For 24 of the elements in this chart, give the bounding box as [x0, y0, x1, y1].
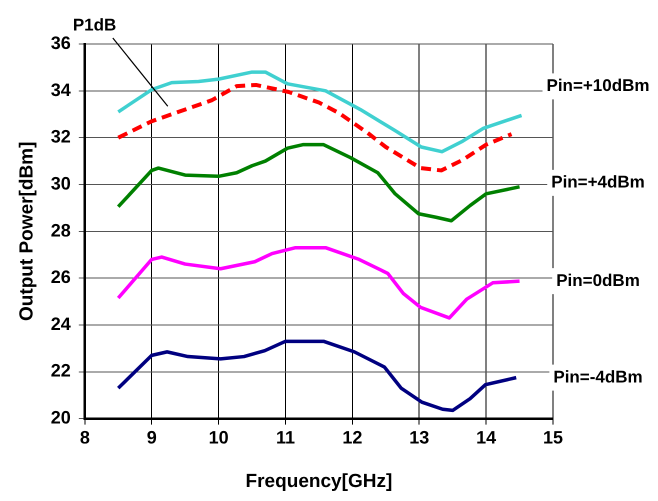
- y-tick-label: 20: [50, 408, 71, 428]
- x-tick-label: 8: [80, 427, 90, 448]
- y-tick-label: 28: [50, 220, 71, 240]
- series-label: Pin=+10dBm: [546, 76, 650, 96]
- y-tick-label: 26: [50, 267, 71, 288]
- text: Pin=-4dBm: [553, 367, 643, 386]
- text: Pin=0dBm: [556, 270, 640, 290]
- y-tick-label: 22: [50, 360, 71, 381]
- y-tick-label: 32: [50, 126, 71, 147]
- x-tick-label: 14: [476, 427, 496, 448]
- x-tick-label: 15: [542, 427, 564, 448]
- x-axis-title: Frequency[GHz]: [246, 470, 392, 492]
- y-axis-title: Output Power[dBm]: [16, 142, 38, 322]
- x-tick-label: 10: [208, 427, 229, 448]
- series-label: Pin=+4dBm: [551, 172, 645, 192]
- y-tick-label: 30: [50, 173, 71, 194]
- text: P1dB: [72, 16, 116, 35]
- x-tick-label: 12: [342, 427, 362, 448]
- x-tick-label: 9: [146, 427, 157, 448]
- y-tick-label: 36: [50, 32, 71, 53]
- x-tick-label: 13: [409, 427, 430, 448]
- y-tick-label: 34: [50, 80, 71, 100]
- x-tick-label: 11: [276, 427, 295, 448]
- y-tick-label: 24: [50, 314, 71, 334]
